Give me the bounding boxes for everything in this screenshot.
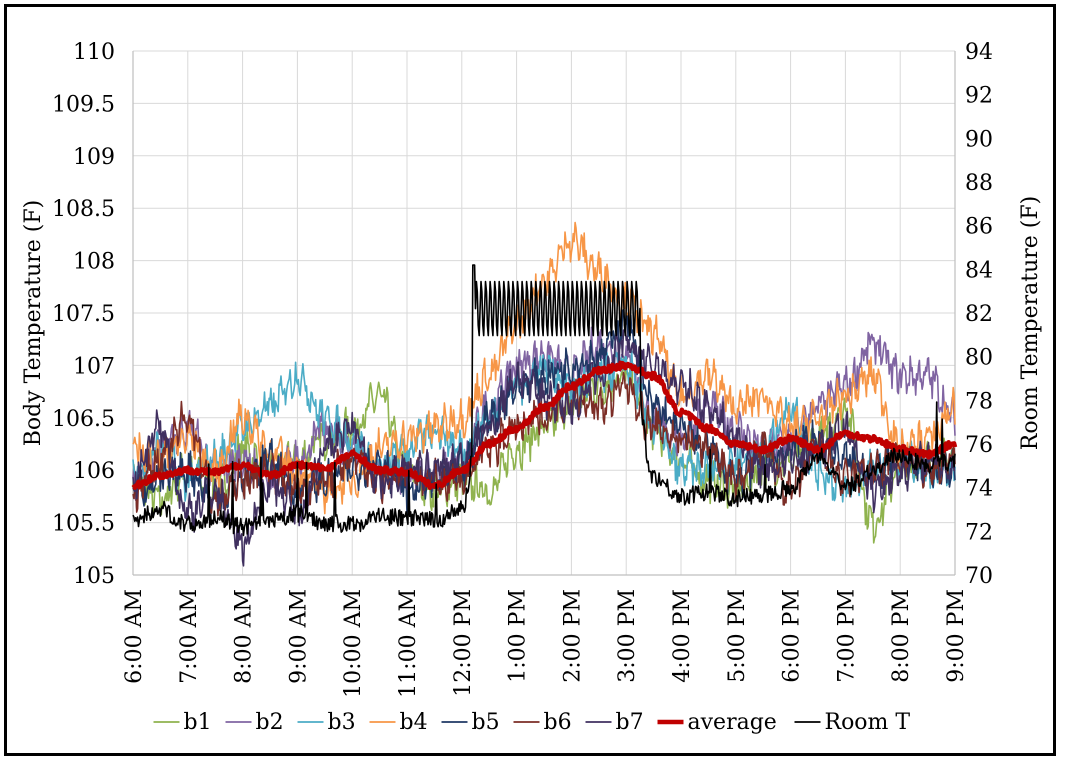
left-tick-label: 108	[73, 250, 115, 275]
right-tick-label: 76	[965, 433, 993, 458]
x-tick-label: 10:00 AM	[341, 589, 366, 698]
x-tick-label: 8:00 PM	[889, 589, 914, 683]
right-tick-label: 82	[965, 302, 993, 327]
x-tick-label: 9:00 PM	[944, 589, 969, 683]
right-tick-label: 94	[965, 40, 993, 65]
left-tick-label: 106	[73, 459, 115, 484]
series-line-room-t	[132, 264, 956, 537]
series-layer	[131, 221, 958, 567]
legend-label: b2	[256, 710, 284, 735]
left-tick-label: 105	[73, 564, 115, 589]
legend-item-room-t: Room T	[794, 710, 911, 735]
legend-item-b5: b5	[441, 710, 500, 735]
right-tick-label: 80	[965, 346, 993, 371]
left-tick-label: 109	[73, 145, 115, 170]
legend-item-b6: b6	[513, 710, 572, 735]
legend-item-average: average	[657, 710, 777, 735]
x-tick-label: 12:00 PM	[451, 589, 476, 697]
x-tick-label: 8:00 AM	[232, 589, 257, 684]
chart-frame: 105 105.5 106 106.5 107 107.5 108 108.5 109 109.5…	[4, 4, 1056, 756]
x-axis-ticks: 6:00 AM 7:00 AM 8:00 AM 9:00 AM 10:00 AM 11:0…	[122, 589, 969, 698]
legend-label: average	[688, 710, 777, 735]
left-tick-label: 105.5	[52, 512, 115, 537]
legend-label: Room T	[825, 710, 911, 735]
legend: b1 b2 b3 b4 b5 b6 b7 average Room T	[153, 710, 911, 735]
right-tick-label: 90	[965, 127, 993, 152]
legend-item-b4: b4	[369, 710, 428, 735]
left-tick-label: 107	[73, 354, 115, 379]
x-tick-label: 11:00 AM	[396, 589, 421, 698]
left-tick-label: 109.5	[52, 92, 115, 117]
legend-item-b2: b2	[225, 710, 284, 735]
legend-label: b6	[544, 710, 572, 735]
legend-item-b7: b7	[585, 710, 644, 735]
right-axis-ticks: 70 72 74 76 78 80 82 84 86 88 90 92 94	[965, 40, 993, 589]
left-axis-ticks: 105 105.5 106 106.5 107 107.5 108 108.5 109 109.5…	[52, 40, 115, 589]
right-tick-label: 70	[965, 564, 993, 589]
legend-label: b3	[328, 710, 356, 735]
x-tick-label: 4:00 PM	[670, 589, 695, 683]
right-tick-label: 72	[965, 520, 993, 545]
x-tick-label: 2:00 PM	[560, 589, 585, 683]
right-tick-label: 86	[965, 215, 993, 240]
legend-label: b4	[400, 710, 428, 735]
right-tick-label: 78	[965, 389, 993, 414]
series-line-average	[131, 360, 958, 491]
x-tick-label: 6:00 AM	[122, 589, 147, 684]
line-chart: 105 105.5 106 106.5 107 107.5 108 108.5 109 109.5…	[21, 40, 1043, 735]
x-tick-label: 9:00 AM	[286, 589, 311, 684]
x-tick-label: 1:00 PM	[506, 589, 531, 683]
x-tick-label: 6:00 PM	[780, 589, 805, 683]
legend-label: b5	[472, 710, 500, 735]
legend-label: b1	[184, 710, 212, 735]
legend-label: b7	[616, 710, 644, 735]
left-tick-label: 106.5	[52, 407, 115, 432]
left-tick-label: 107.5	[52, 302, 115, 327]
legend-item-b1: b1	[153, 710, 212, 735]
x-tick-label: 3:00 PM	[615, 589, 640, 683]
left-tick-label: 110	[73, 40, 115, 65]
left-axis-title: Body Temperature (F)	[21, 200, 46, 446]
x-tick-label: 7:00 AM	[177, 589, 202, 684]
right-tick-label: 92	[965, 84, 993, 109]
right-tick-label: 88	[965, 171, 993, 196]
x-tick-label: 5:00 PM	[725, 589, 750, 683]
right-axis-title: Room Temperature (F)	[1018, 196, 1043, 450]
legend-item-b3: b3	[297, 710, 356, 735]
x-tick-label: 7:00 PM	[834, 589, 859, 683]
left-tick-label: 108.5	[52, 197, 115, 222]
right-tick-label: 74	[965, 477, 993, 502]
right-tick-label: 84	[965, 258, 993, 283]
